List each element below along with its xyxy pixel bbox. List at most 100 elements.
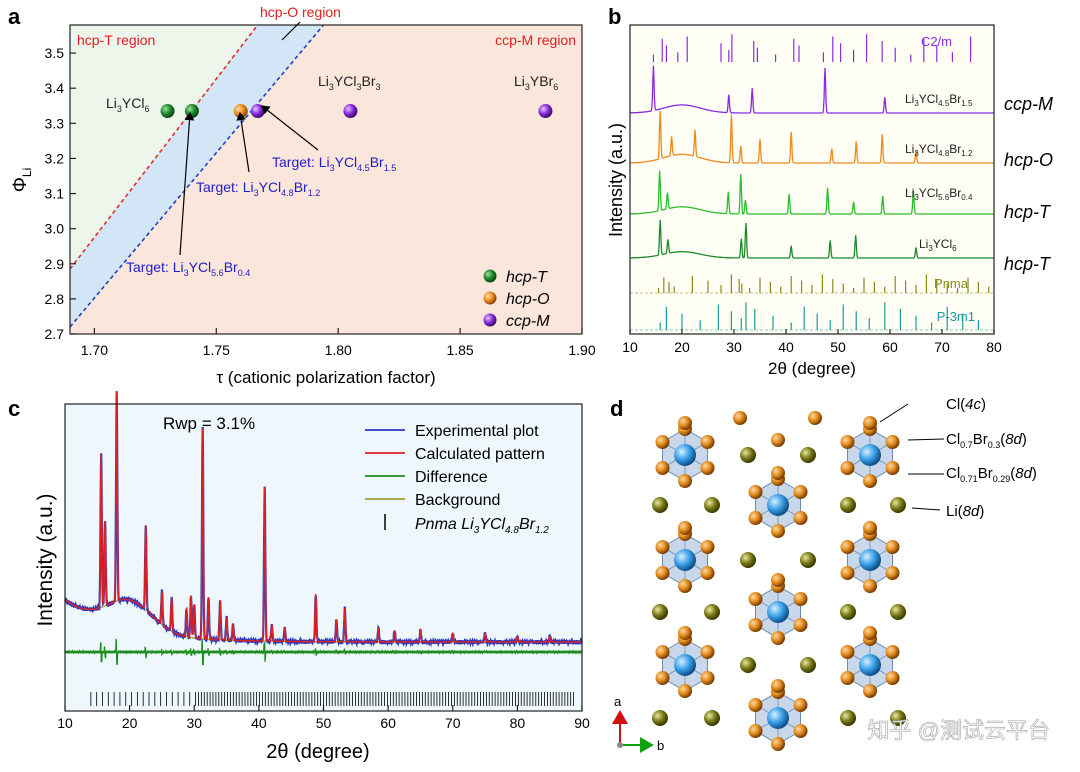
trace-label-li3ycl5-6br0-4: Li3YCl5.6Br0.4	[905, 186, 973, 202]
x-tick-label: 90	[574, 715, 590, 731]
target-li3ycl4-5br1-5: Target: Li3YCl4.5Br1.5	[272, 154, 396, 173]
cl-atom	[840, 461, 855, 475]
x-tick-label: 1.90	[568, 342, 595, 358]
li-atom	[800, 657, 816, 673]
li-atom	[800, 447, 816, 463]
panel-b-frame	[629, 24, 995, 335]
cl-atom	[700, 645, 715, 659]
octahedron-col2-1	[748, 573, 808, 645]
cl-atom	[700, 461, 715, 475]
y-tick-label: 3.3	[45, 115, 65, 131]
cl-atom-apex	[771, 466, 785, 480]
panel-b-y-axis-label: Intensity (a.u.)	[606, 123, 626, 237]
crystal-structure	[652, 411, 906, 751]
cl-atom	[748, 618, 763, 632]
hcp-o-boundary-line	[70, 25, 325, 328]
x-tick-label: 70	[934, 339, 950, 355]
pointer-li8d	[911, 507, 941, 511]
cl-atom	[885, 435, 900, 449]
y-atom	[674, 654, 696, 676]
li-atom	[840, 604, 856, 620]
ccp-m-region-label: ccp-M region	[495, 32, 576, 48]
panel-b-x-ticks: 10 20 30 40 50 60 70 80	[622, 329, 1002, 355]
x-tick-label: 1.75	[203, 342, 230, 358]
cl-atom	[840, 645, 855, 659]
li-atom	[740, 552, 756, 568]
phase-label-hcp-t-2: hcp-T	[1004, 254, 1052, 274]
panel-c-traces	[64, 390, 583, 706]
x-tick-label: 80	[986, 339, 1002, 355]
octahedron-col2-0	[748, 466, 808, 538]
cl-atom	[808, 411, 822, 425]
hcp-t-region-label: hcp-T region	[77, 32, 155, 48]
cl-atom	[748, 698, 763, 712]
label-li8d: Li(8d)	[946, 503, 984, 520]
x-tick-label: 1.70	[81, 342, 108, 358]
li-atom	[740, 447, 756, 463]
y-atom	[674, 444, 696, 466]
x-tick-label: 30	[186, 715, 202, 731]
octahedron-col3-1	[840, 521, 900, 593]
cl-atom	[771, 433, 785, 447]
panel-d-letter: d	[610, 396, 623, 421]
ref-label-c2m: C2/m	[921, 34, 952, 49]
li-atom	[890, 710, 906, 726]
hcp-o-region-label: hcp-O region	[260, 4, 341, 20]
legend-label-hcp-t: hcp-T	[506, 269, 548, 286]
cl-atom	[655, 461, 670, 475]
hcp-o-pointer-line	[281, 21, 301, 41]
cl-atom	[733, 411, 747, 425]
trace-li3ycl4-8br1-2	[630, 110, 994, 164]
data-point-li3ycl3br3	[343, 104, 358, 119]
cl-atom	[655, 645, 670, 659]
y-tick-label: 3.2	[45, 150, 65, 166]
label-cl071-br029: Cl0.71Br0.29(8d)	[946, 465, 1037, 484]
cl-atom-apex	[863, 416, 877, 430]
cl-atom-apex	[863, 521, 877, 535]
data-point-li3ybr6	[538, 104, 553, 119]
cl-atom	[793, 485, 808, 499]
label-li3ybr6: Li3YBr6	[514, 73, 558, 92]
y-atom	[767, 601, 789, 623]
difference-curve	[64, 638, 583, 666]
x-tick-label: 40	[778, 339, 794, 355]
octahedron-col1-0	[655, 416, 715, 488]
cl-atom-apex	[678, 521, 692, 535]
cl-atom-apex	[678, 626, 692, 640]
cl-atom	[863, 474, 877, 488]
y-atom	[767, 707, 789, 729]
legend-label-hcp-o: hcp-O	[506, 291, 550, 308]
trace-li3ycl6	[630, 219, 994, 259]
trace-label-li3ycl6: Li3YCl6	[919, 237, 957, 253]
li-atom	[652, 604, 668, 620]
trace-label-li3ycl4-8br1-2: Li3YCl4.8Br1.2	[905, 142, 973, 158]
x-tick-label: 20	[122, 715, 138, 731]
phase-label-hcp-t-1: hcp-T	[1004, 202, 1052, 222]
x-tick-label: 80	[510, 715, 526, 731]
cl-atom	[678, 684, 692, 698]
panel-a-x-axis-label: τ (cationic polarization factor)	[216, 368, 435, 387]
axis-label-b: b	[657, 738, 664, 753]
legend-label-ccp-m: ccp-M	[506, 313, 550, 330]
cl-atom	[700, 435, 715, 449]
data-point-li3ycl6	[160, 104, 175, 119]
octahedron-col1-2	[655, 626, 715, 698]
li-atom	[800, 552, 816, 568]
y-atom	[859, 444, 881, 466]
legend-label-calculated: Calculated pattern	[415, 446, 545, 463]
panel-b-bg	[630, 25, 994, 334]
cl-atom	[678, 474, 692, 488]
octahedron-col1-1	[655, 521, 715, 593]
panel-a-y-axis-label: ΦLi	[10, 168, 34, 193]
y-tick-label: 2.8	[45, 291, 65, 307]
legend-label-pnma: Pnma Li3YCl4.8Br1.2	[415, 516, 549, 536]
legend-label-background: Background	[415, 492, 500, 509]
cl-atom	[655, 435, 670, 449]
panel-b-letter: b	[608, 4, 621, 29]
panel-c-rwp: Rwp = 3.1%	[163, 414, 255, 433]
li-atom	[840, 497, 856, 513]
y-atom	[859, 549, 881, 571]
cl-atom	[655, 566, 670, 580]
cl-atom-apex	[771, 679, 785, 693]
